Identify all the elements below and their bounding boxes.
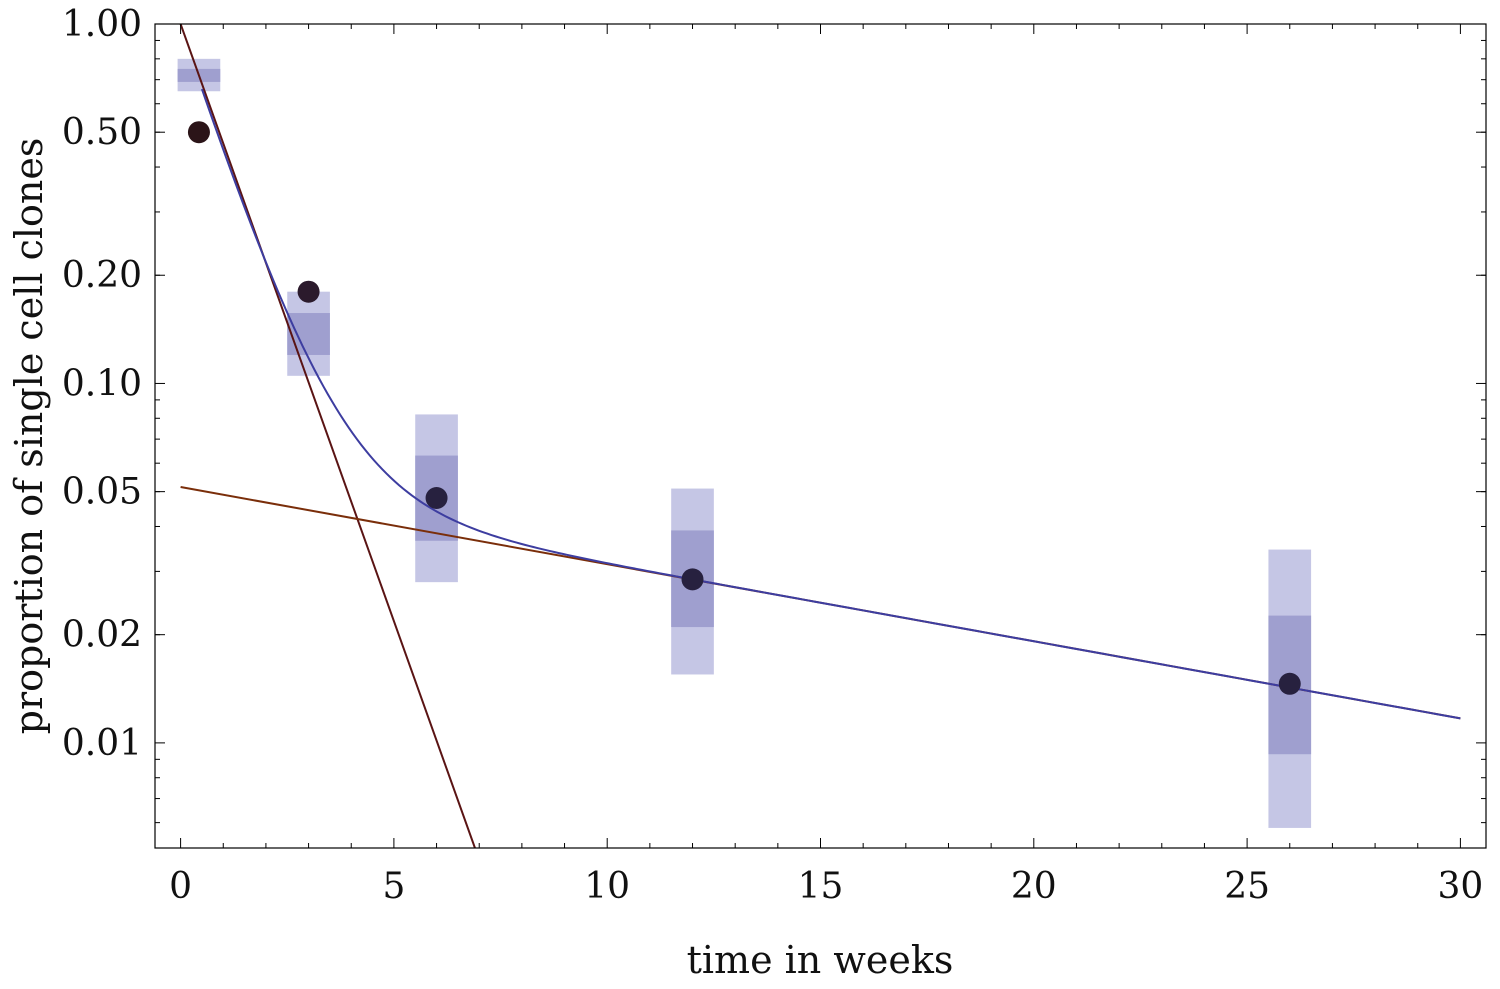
data-point: [425, 487, 448, 510]
x-axis-label: time in weeks: [687, 938, 954, 982]
x-tick-label: 20: [1011, 866, 1057, 907]
y-axis-label: proportion of single cell clones: [7, 138, 51, 735]
y-tick-label: 0.01: [62, 723, 142, 764]
data-point: [681, 568, 704, 591]
y-tick-label: 0.10: [62, 363, 142, 404]
y-tick-label: 1.00: [62, 4, 142, 45]
x-tick-label: 10: [584, 866, 630, 907]
x-tick-label: 25: [1224, 866, 1270, 907]
y-tick-label: 0.50: [62, 112, 142, 153]
inner-interval-band: [287, 313, 330, 355]
x-tick-label: 30: [1437, 866, 1483, 907]
y-tick-label: 0.02: [62, 615, 142, 656]
confidence-bands: [177, 58, 1312, 828]
fit-lines: [179, 24, 1461, 848]
y-tick-labels: 0.01 0.02 0.05 0.10 0.20 0.50 1.00: [62, 4, 142, 764]
x-tick-label: 5: [382, 866, 405, 907]
data-point: [297, 280, 320, 303]
x-tick-labels: 0 5 10 15 20 25 30: [169, 866, 1483, 907]
y-tick-label: 0.20: [62, 255, 142, 296]
exponential-fit-line-0: [179, 24, 476, 848]
y-tick-label: 0.05: [62, 472, 142, 513]
model-fit-curve: [200, 88, 1461, 720]
data-point: [187, 121, 210, 144]
data-point: [1278, 672, 1301, 695]
x-tick-label: 0: [169, 866, 192, 907]
data-points: [187, 121, 1301, 695]
axis-ticks: [155, 23, 1486, 848]
x-tick-label: 15: [798, 866, 844, 907]
